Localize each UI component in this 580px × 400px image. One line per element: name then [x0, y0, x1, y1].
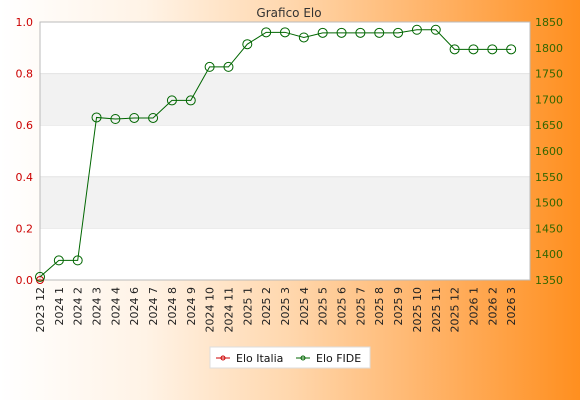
y-right-tick-label: 1550 — [535, 171, 563, 184]
y-right-tick-label: 1400 — [535, 248, 563, 261]
y-left-tick-label: 1.0 — [16, 16, 34, 29]
x-tick-label: 2025 11 — [430, 287, 443, 333]
x-tick-label: 2024 1 — [53, 287, 66, 326]
x-tick-label: 2025 4 — [298, 287, 311, 326]
legend-label: Elo FIDE — [316, 352, 361, 365]
data-point — [506, 44, 517, 55]
plot-background — [40, 22, 530, 280]
data-point — [166, 95, 177, 106]
data-point — [261, 27, 272, 38]
series-layer — [35, 24, 517, 284]
x-tick-label: 2024 11 — [222, 287, 235, 333]
legend-label: Elo Italia — [236, 352, 283, 365]
y-right-tick-label: 1450 — [535, 222, 563, 235]
x-tick-label: 2024 8 — [166, 287, 179, 326]
data-point — [91, 112, 102, 123]
y-right-tick-label: 1350 — [535, 274, 563, 287]
y-right-tick-label: 1850 — [535, 16, 563, 29]
data-point — [430, 24, 441, 35]
y-axis-left: 0.0 0.2 0.4 0.6 0.8 1.0 — [16, 16, 34, 287]
y-right-tick-label: 1600 — [535, 145, 563, 158]
y-right-tick-label: 1800 — [535, 42, 563, 55]
y-left-tick-label: 0.2 — [16, 222, 34, 235]
x-tick-label: 2025 5 — [317, 287, 330, 326]
x-tick-label: 2024 2 — [72, 287, 85, 326]
x-tick-label: 2024 3 — [91, 287, 104, 326]
x-tick-label: 2024 9 — [185, 287, 198, 326]
x-tick-label: 2025 2 — [260, 287, 273, 326]
y-left-tick-label: 0.8 — [16, 68, 34, 81]
data-point — [242, 39, 253, 50]
data-point — [355, 27, 366, 38]
x-axis: 2023 12 2024 1 2024 2 2024 3 2024 4 2024 6 202… — [34, 287, 518, 333]
x-tick-label: 2024 4 — [109, 287, 122, 326]
plot-area — [39, 21, 531, 281]
x-tick-label: 2025 12 — [449, 287, 462, 333]
x-tick-label: 2025 3 — [279, 287, 292, 326]
x-tick-label: 2025 9 — [392, 287, 405, 326]
x-tick-label: 2024 10 — [204, 287, 217, 333]
legend-elo-fide: Elo FIDE — [296, 352, 361, 365]
data-point — [223, 61, 234, 72]
legend-swatch-marker — [300, 355, 306, 361]
data-point — [129, 112, 140, 123]
y-axis-right: 1350 1400 1450 1500 1550 1600 1650 1700 1750 1800… — [535, 16, 563, 287]
data-point — [185, 95, 196, 106]
x-tick-label: 2024 7 — [147, 287, 160, 326]
chart-title: Grafico Elo — [256, 6, 321, 20]
x-tick-label: 2023 12 — [34, 287, 47, 333]
data-point — [336, 27, 347, 38]
x-tick-label: 2026 1 — [467, 287, 480, 326]
data-point — [317, 27, 328, 38]
data-point — [298, 32, 309, 43]
legend-swatch-marker — [220, 355, 226, 361]
data-point — [110, 114, 121, 125]
y-right-tick-label: 1650 — [535, 119, 563, 132]
data-point — [411, 24, 422, 35]
data-point — [53, 255, 64, 266]
y-left-tick-label: 0.4 — [16, 171, 34, 184]
y-right-tick-label: 1500 — [535, 197, 563, 210]
data-point — [468, 44, 479, 55]
data-point — [280, 27, 290, 38]
y-left-tick-label: 0.0 — [16, 274, 34, 287]
legend-elo-italia: Elo Italia — [216, 352, 283, 365]
x-tick-label: 2025 8 — [373, 287, 386, 326]
data-point — [374, 27, 385, 38]
y-left-tick-label: 0.6 — [16, 119, 34, 132]
legend-box — [209, 346, 371, 369]
legend: Elo Italia Elo FIDE — [209, 346, 371, 369]
y-right-tick-label: 1750 — [535, 68, 563, 81]
x-tick-label: 2025 7 — [354, 287, 367, 326]
data-point — [393, 27, 404, 38]
data-point — [72, 255, 83, 266]
x-tick-label: 2026 3 — [505, 287, 518, 326]
x-tick-label: 2024 6 — [128, 287, 141, 326]
grid-band — [40, 73, 530, 126]
x-tick-label: 2025 10 — [411, 287, 424, 333]
data-point — [148, 112, 159, 123]
plot-border — [39, 21, 531, 281]
series-line — [39, 29, 512, 278]
x-tick-label: 2025 1 — [241, 287, 254, 326]
grid-band — [40, 176, 530, 229]
x-tick-label: 2026 2 — [486, 287, 499, 326]
data-point — [35, 271, 45, 282]
data-point — [449, 44, 460, 55]
y-right-tick-label: 1700 — [535, 93, 563, 106]
series-elo-fide — [35, 24, 517, 282]
data-point — [204, 61, 215, 72]
x-tick-label: 2025 6 — [336, 287, 349, 326]
data-point — [487, 44, 498, 55]
